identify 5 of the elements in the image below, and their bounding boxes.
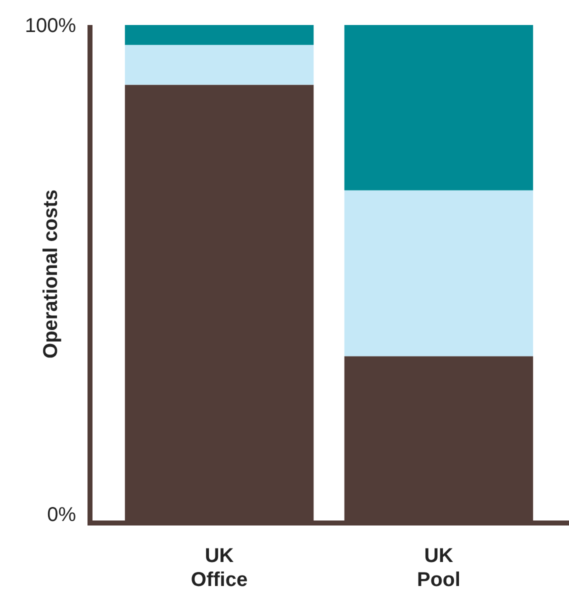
y-tick-label: 100%: [24, 15, 76, 37]
y-axis-title: Operational costs: [40, 190, 62, 358]
y-tick-label: 0%: [47, 504, 76, 526]
x-tick-label: UK Office: [190, 545, 248, 591]
x-tick-label: UK Pool: [417, 545, 460, 591]
